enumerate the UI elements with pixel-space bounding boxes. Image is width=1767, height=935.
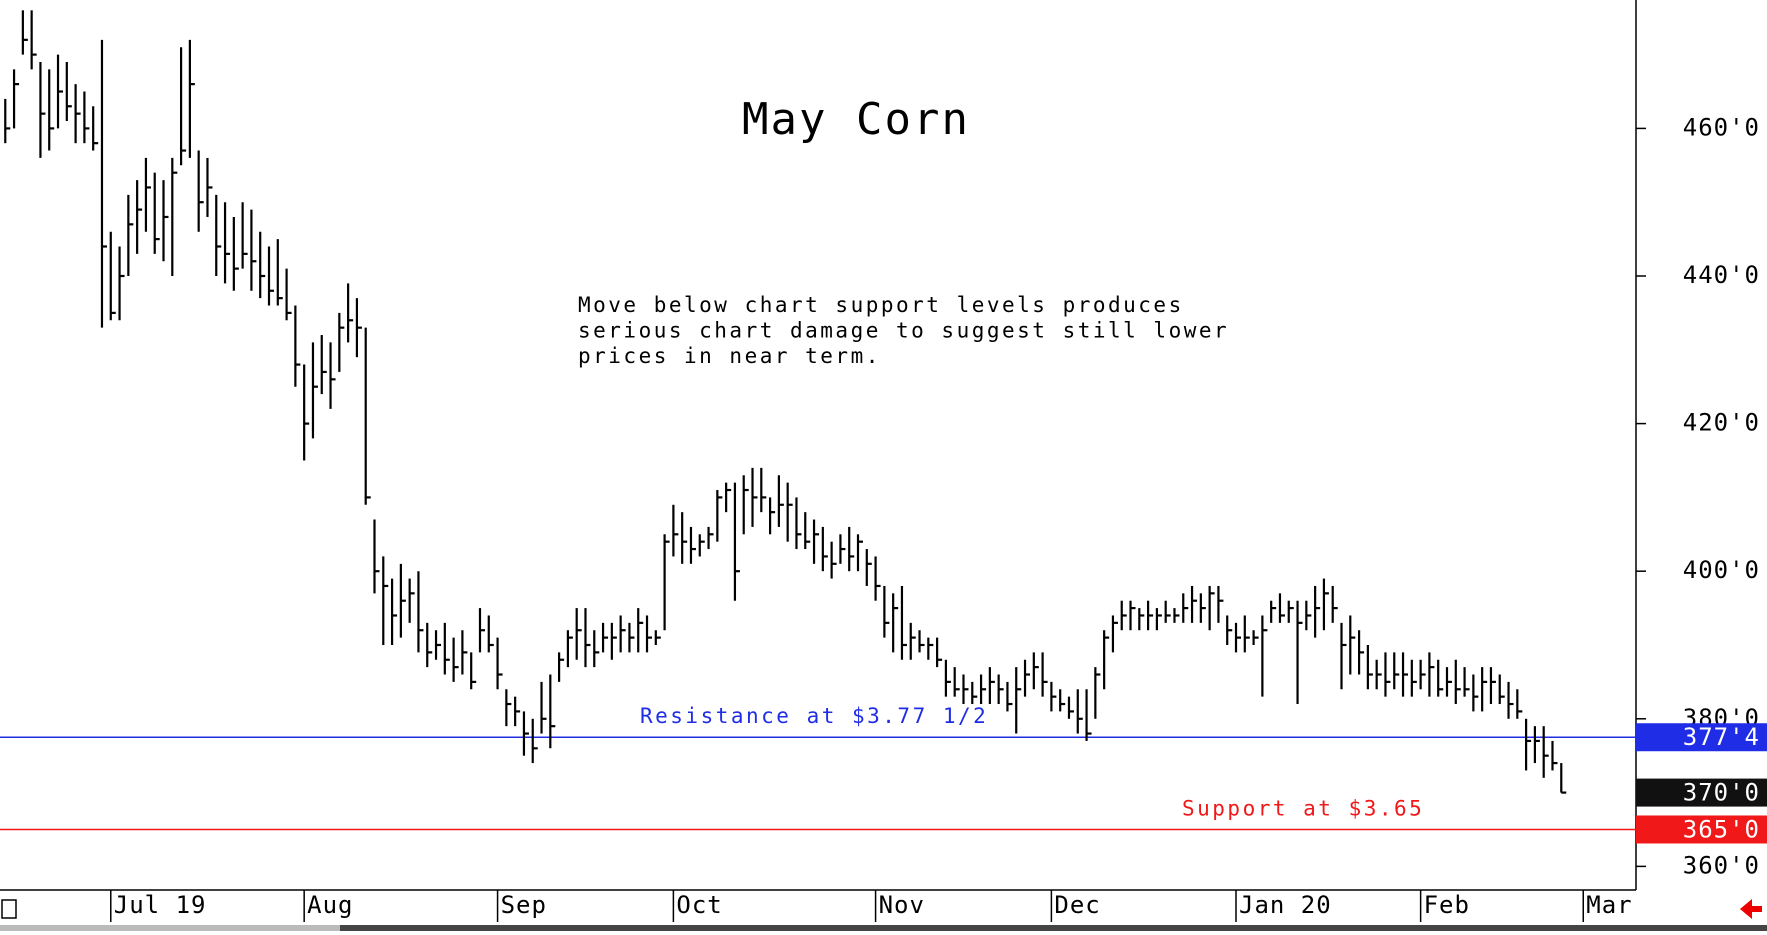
y-tick-label: 360'0 (1683, 851, 1760, 879)
x-tick-label: Jul 19 (114, 891, 207, 919)
price-tag (1636, 778, 1767, 807)
x-tick-label: Oct (676, 891, 722, 919)
x-tick-label: Feb (1424, 891, 1470, 919)
status-strip-dark (340, 925, 1767, 931)
level-label: Support at $3.65 (1182, 796, 1424, 820)
chart-title: May Corn (742, 94, 970, 145)
annotation: prices in near term. (578, 344, 881, 368)
y-tick-label: 440'0 (1683, 261, 1760, 289)
price-tag-label: 377'4 (1683, 723, 1760, 751)
x-tick-label: Dec (1054, 891, 1100, 919)
level-label: Resistance at $3.77 1/2 (640, 704, 988, 728)
x-tick-label: Aug (307, 891, 353, 919)
price-tag (1636, 723, 1767, 752)
scroll-arrow[interactable] (1740, 899, 1762, 919)
x-tick-label: Nov (879, 891, 925, 919)
price-tag (1636, 815, 1767, 844)
y-tick-label: 460'0 (1683, 113, 1760, 141)
corner-icon (1, 899, 17, 919)
annotation: Move below chart support levels produces (578, 293, 1184, 317)
price-tag-label: 370'0 (1683, 779, 1760, 807)
annotation: serious chart damage to suggest still lo… (578, 319, 1229, 343)
x-tick-label: Mar (1586, 891, 1632, 919)
price-tag-label: 365'0 (1683, 815, 1760, 843)
x-tick-label: Jan 20 (1239, 891, 1332, 919)
y-tick-label: 400'0 (1683, 556, 1760, 584)
x-tick-label: Sep (501, 891, 547, 919)
y-tick-label: 420'0 (1683, 409, 1760, 437)
